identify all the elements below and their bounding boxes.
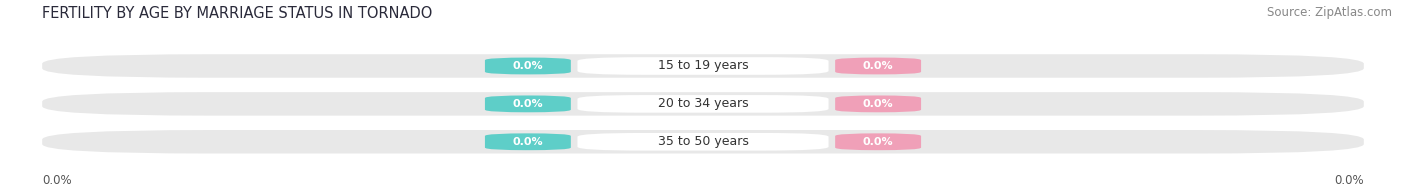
Text: 0.0%: 0.0% [1334, 174, 1364, 187]
Text: 0.0%: 0.0% [513, 137, 543, 147]
Text: FERTILITY BY AGE BY MARRIAGE STATUS IN TORNADO: FERTILITY BY AGE BY MARRIAGE STATUS IN T… [42, 6, 433, 21]
FancyBboxPatch shape [578, 95, 828, 113]
Text: 0.0%: 0.0% [863, 61, 893, 71]
FancyBboxPatch shape [835, 58, 921, 74]
FancyBboxPatch shape [485, 133, 571, 150]
FancyBboxPatch shape [578, 57, 828, 75]
Text: 20 to 34 years: 20 to 34 years [658, 97, 748, 110]
Text: 35 to 50 years: 35 to 50 years [658, 135, 748, 148]
Text: Source: ZipAtlas.com: Source: ZipAtlas.com [1267, 6, 1392, 19]
FancyBboxPatch shape [485, 95, 571, 112]
FancyBboxPatch shape [485, 58, 571, 74]
Text: 0.0%: 0.0% [513, 99, 543, 109]
FancyBboxPatch shape [42, 54, 1364, 78]
FancyBboxPatch shape [578, 133, 828, 151]
FancyBboxPatch shape [835, 95, 921, 112]
Text: 0.0%: 0.0% [513, 61, 543, 71]
FancyBboxPatch shape [42, 130, 1364, 153]
Text: 0.0%: 0.0% [863, 137, 893, 147]
Text: 0.0%: 0.0% [863, 99, 893, 109]
FancyBboxPatch shape [42, 92, 1364, 116]
Text: 0.0%: 0.0% [42, 174, 72, 187]
Text: 15 to 19 years: 15 to 19 years [658, 60, 748, 73]
FancyBboxPatch shape [835, 133, 921, 150]
